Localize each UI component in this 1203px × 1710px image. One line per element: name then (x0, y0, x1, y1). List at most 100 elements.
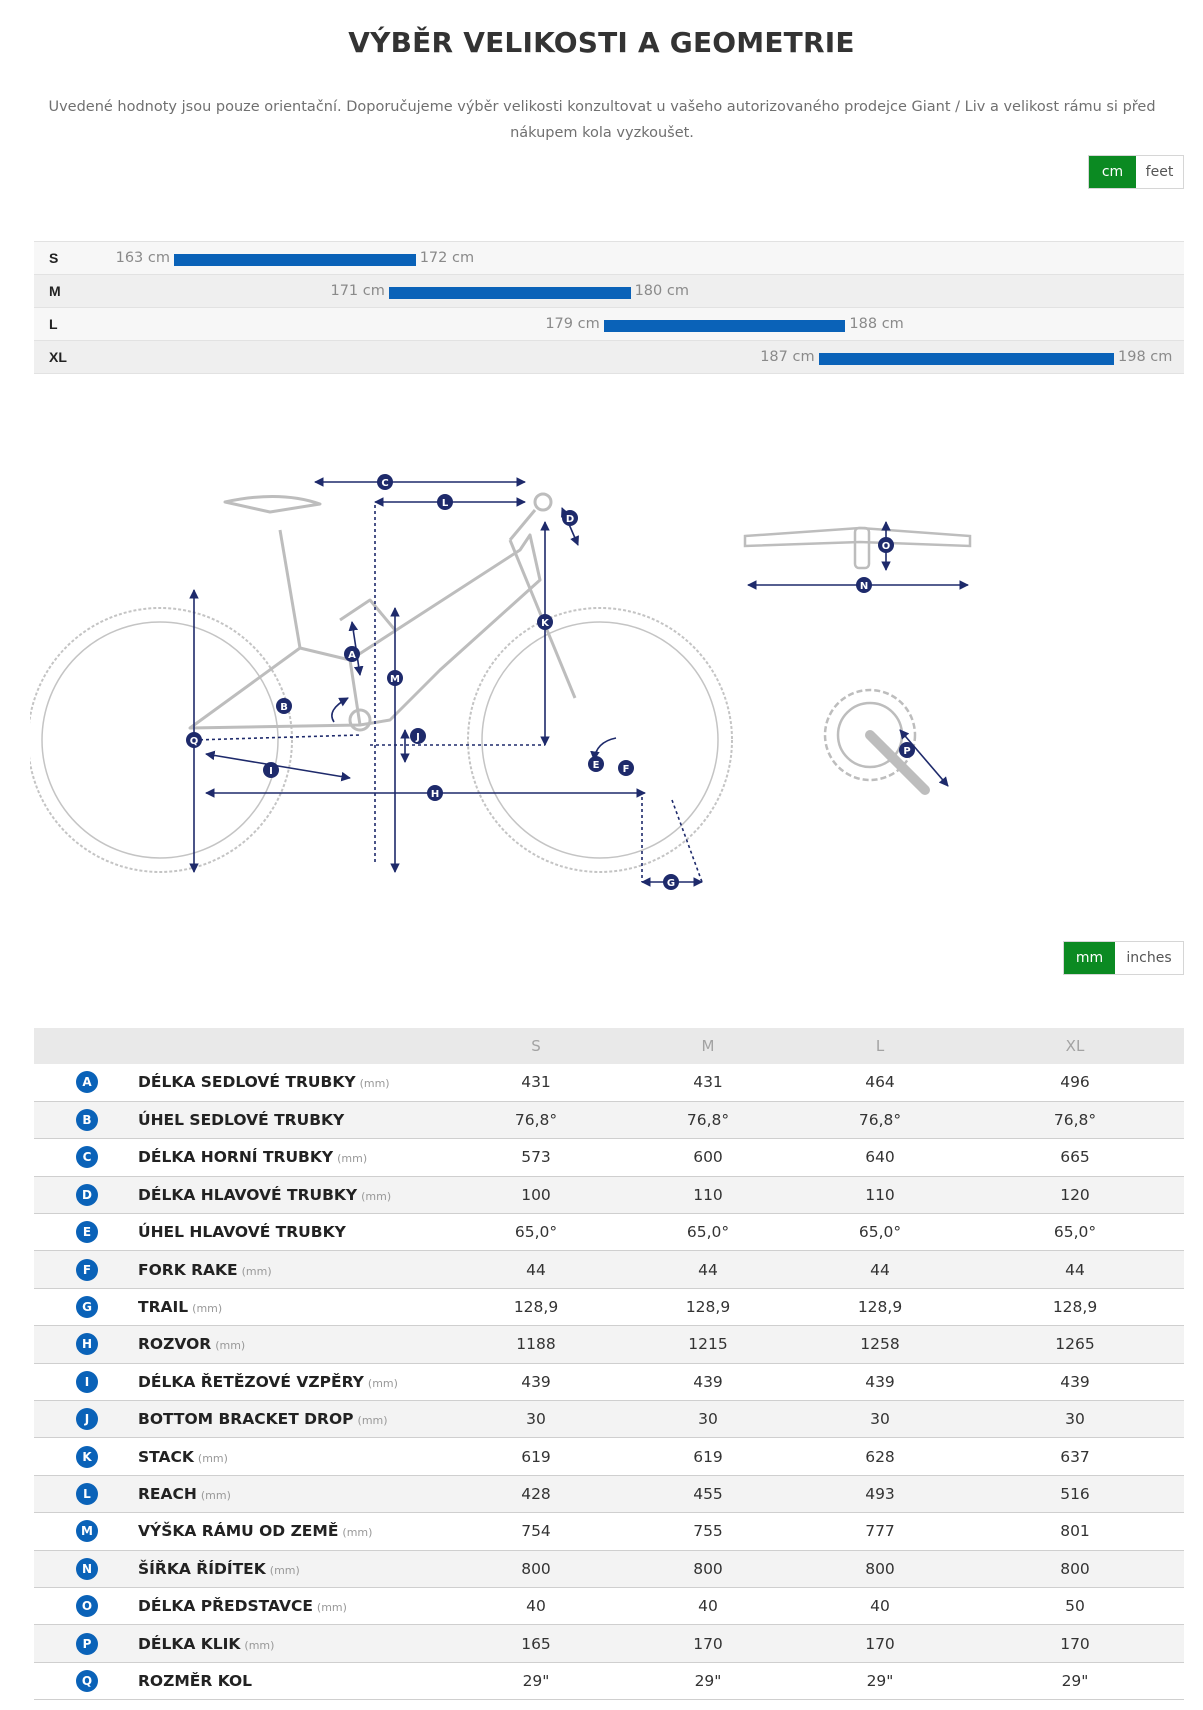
unit-cm-button[interactable]: cm (1089, 156, 1136, 188)
diagram-label-j: J (410, 728, 426, 744)
value-cell-m: 110 (622, 1176, 794, 1215)
row-name: DÉLKA PŘEDSTAVCE (138, 1597, 313, 1616)
value-cell-s: 165 (450, 1624, 622, 1663)
svg-text:B: B (280, 702, 288, 713)
diagram-label-e: E (588, 756, 604, 772)
value-cell-m: 431 (622, 1064, 794, 1102)
value-cell-l: 44 (794, 1250, 966, 1289)
unit-inches-button[interactable]: inches (1115, 942, 1183, 974)
diagram-label-m: M (387, 670, 403, 686)
svg-text:I: I (269, 766, 273, 777)
svg-text:F: F (623, 764, 630, 775)
geometry-row-e: E ÚHEL HLAVOVÉ TRUBKY 65,0° 65,0° 65,0° 65,0° (34, 1213, 1184, 1252)
size-max-height: 172 cm (419, 250, 475, 266)
page-title: VÝBĚR VELIKOSTI A GEOMETRIE (348, 26, 855, 59)
value-cell-l: 110 (794, 1176, 966, 1215)
row-name-cell: REACH (mm) (138, 1475, 450, 1514)
row-key-badge: Q (76, 1669, 98, 1692)
diagram-labels: A B C D E F G H I J K L M N O P Q (186, 474, 915, 890)
row-badge-cell: G (34, 1288, 138, 1327)
size-label: XL (49, 349, 67, 365)
value-cell-m: 29" (622, 1662, 794, 1701)
row-badge-cell: L (34, 1475, 138, 1514)
value-cell-xl: 170 (966, 1624, 1184, 1663)
diagram-label-b: B (276, 698, 292, 714)
diagram-label-f: F (618, 760, 634, 776)
value-cell-m: 76,8° (622, 1101, 794, 1140)
value-cell-s: 431 (450, 1064, 622, 1102)
row-key-badge: P (76, 1632, 98, 1655)
geometry-row-g: G TRAIL (mm) 128,9 128,9 128,9 128,9 (34, 1288, 1184, 1327)
svg-text:G: G (667, 878, 675, 889)
value-cell-xl: 29" (966, 1662, 1184, 1701)
geometry-row-c: C DÉLKA HORNÍ TRUBKY (mm) 573 600 640 665 (34, 1138, 1184, 1177)
row-name-cell: ROZVOR (mm) (138, 1325, 450, 1364)
col-header-s: S (450, 1028, 622, 1064)
row-unit: (mm) (316, 1601, 347, 1615)
size-row-xl: XL 187 cm 198 cm (34, 341, 1184, 374)
row-badge-cell: I (34, 1363, 138, 1402)
size-row-s: S 163 cm 172 cm (34, 242, 1184, 275)
diagram-label-h: H (427, 785, 443, 801)
value-cell-l: 493 (794, 1475, 966, 1514)
geometry-row-q: Q ROZMĚR KOL 29" 29" 29" 29" (34, 1662, 1184, 1701)
col-header-l: L (794, 1028, 966, 1064)
svg-text:E: E (593, 760, 600, 771)
value-cell-s: 100 (450, 1176, 622, 1215)
dimension-lines (189, 477, 703, 887)
value-cell-xl: 516 (966, 1475, 1184, 1514)
value-cell-m: 128,9 (622, 1288, 794, 1327)
diagram-label-o: O (878, 537, 894, 553)
row-name-cell: DÉLKA SEDLOVÉ TRUBKY (mm) (138, 1064, 450, 1102)
value-cell-xl: 120 (966, 1176, 1184, 1215)
value-cell-l: 29" (794, 1662, 966, 1701)
header-spacer (138, 1028, 450, 1064)
bike-frame (188, 492, 577, 732)
row-key-badge: J (76, 1408, 98, 1431)
row-name-cell: VÝŠKA RÁMU OD ZEMĚ (mm) (138, 1512, 450, 1551)
row-unit: (mm) (367, 1376, 398, 1390)
row-unit: (mm) (342, 1526, 373, 1540)
geometry-row-n: N ŠÍŘKA ŘÍDÍTEK (mm) 800 800 800 800 (34, 1550, 1184, 1588)
geometry-diagram: A B C D E F G H I J K L M N O P Q (30, 474, 972, 890)
value-cell-l: 640 (794, 1138, 966, 1177)
row-badge-cell: J (34, 1400, 138, 1439)
col-header-xl: XL (966, 1028, 1184, 1064)
value-cell-xl: 44 (966, 1250, 1184, 1289)
value-cell-l: 30 (794, 1400, 966, 1439)
row-key-badge: N (76, 1557, 98, 1580)
geometry-row-h: H ROZVOR (mm) 1188 1215 1258 1265 (34, 1325, 1184, 1364)
value-cell-xl: 128,9 (966, 1288, 1184, 1327)
svg-text:M: M (390, 674, 400, 685)
row-name-cell: STACK (mm) (138, 1437, 450, 1476)
row-key-badge: A (76, 1071, 98, 1094)
row-unit: (mm) (359, 1077, 390, 1091)
row-key-badge: B (76, 1109, 98, 1132)
unit-mm-button[interactable]: mm (1064, 942, 1115, 974)
value-cell-s: 428 (450, 1475, 622, 1514)
row-unit: (mm) (192, 1302, 223, 1316)
value-cell-s: 29" (450, 1662, 622, 1701)
value-cell-m: 800 (622, 1550, 794, 1588)
size-max-height: 188 cm (849, 316, 904, 332)
value-cell-s: 573 (450, 1138, 622, 1177)
row-badge-cell: F (34, 1250, 138, 1289)
row-name-cell: ÚHEL SEDLOVÉ TRUBKY (138, 1101, 450, 1140)
value-cell-xl: 76,8° (966, 1101, 1184, 1140)
svg-text:O: O (882, 541, 891, 552)
size-min-height: 171 cm (330, 283, 385, 299)
row-unit: (mm) (200, 1488, 231, 1502)
row-unit: (mm) (197, 1451, 228, 1465)
svg-text:J: J (415, 732, 420, 743)
unit-feet-button[interactable]: feet (1136, 156, 1183, 188)
row-name: DÉLKA ŘETĚZOVÉ VZPĚRY (138, 1372, 364, 1391)
value-cell-l: 65,0° (794, 1213, 966, 1252)
row-name-cell: BOTTOM BRACKET DROP (mm) (138, 1400, 450, 1439)
rear-wheel (30, 607, 293, 873)
row-unit: (mm) (337, 1152, 368, 1166)
geometry-row-k: K STACK (mm) 619 619 628 637 (34, 1437, 1184, 1476)
row-badge-cell: K (34, 1437, 138, 1476)
row-name-cell: ROZMĚR KOL (138, 1662, 450, 1701)
value-cell-xl: 800 (966, 1550, 1184, 1588)
value-cell-s: 800 (450, 1550, 622, 1588)
